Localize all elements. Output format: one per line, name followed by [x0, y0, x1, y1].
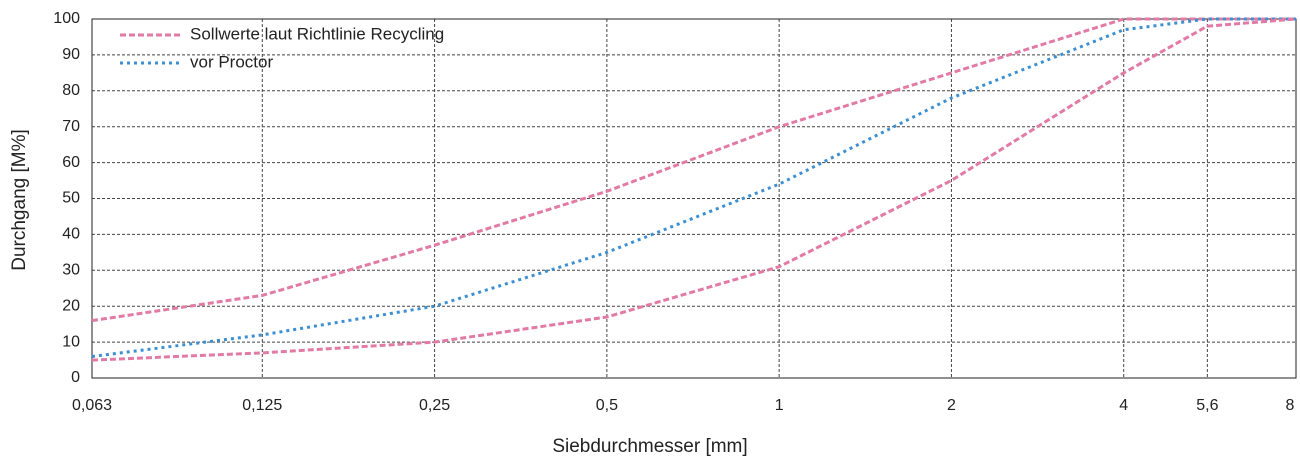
y-axis-label: Durchgang [M%] [9, 129, 30, 271]
x-tick-label: 0,5 [596, 397, 618, 414]
y-tick-label: 60 [62, 154, 80, 171]
x-tick-label: 5,6 [1196, 397, 1218, 414]
y-tick-label: 30 [62, 262, 80, 279]
y-tick-label: 10 [62, 333, 80, 350]
y-tick-label: 40 [62, 226, 80, 243]
y-tick-label: 20 [62, 297, 80, 314]
x-tick-label: 0,063 [72, 397, 112, 414]
data-line [91, 17, 1297, 362]
x-tick-label: 4 [1119, 397, 1128, 414]
x-tick-label: 0,25 [419, 397, 450, 414]
y-tick-label: 0 [71, 369, 80, 386]
y-tick-label: 70 [62, 118, 80, 135]
legend-label: vor Proctor [190, 52, 273, 71]
y-tick-label: 90 [62, 46, 80, 63]
x-tick-label: 0,125 [242, 397, 282, 414]
y-tick-label: 50 [62, 190, 80, 207]
data-line [91, 17, 1296, 323]
x-tick-label: 1 [775, 397, 784, 414]
plot-frame [91, 18, 1297, 379]
legend-label: Sollwerte laut Richtlinie Recycling [190, 24, 444, 43]
x-tick-label: 8 [1286, 397, 1295, 414]
y-tick-label: 80 [62, 82, 80, 99]
x-axis-label: Siebdurchmesser [mm] [552, 436, 747, 457]
y-tick-label: 100 [53, 10, 80, 27]
x-tick-label: 2 [947, 397, 956, 414]
